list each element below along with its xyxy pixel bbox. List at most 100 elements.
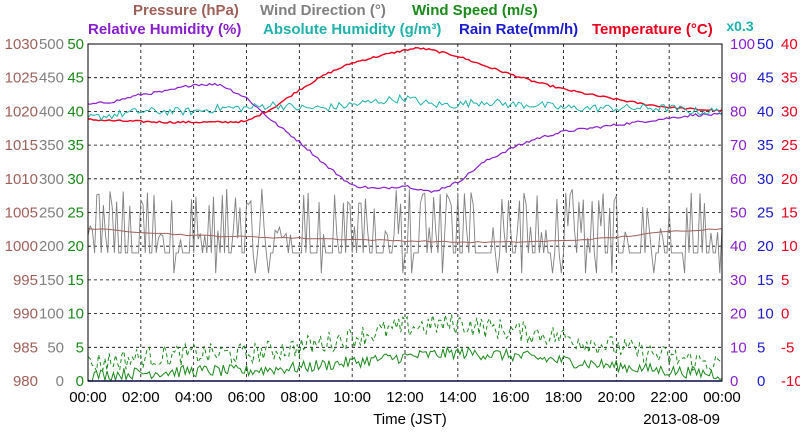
wind_speed-tick-label: 15 [67,272,84,289]
wind_speed-tick-label: 30 [67,171,84,188]
temperature-tick-label: 15 [781,205,798,222]
series-temperature-c [87,46,723,124]
wind_speed-tick-label: 50 [67,36,84,53]
relative_humidity-tick-label: 10 [730,339,747,356]
relative_humidity-tick-label: 100 [730,36,755,53]
date-label: 2013-08-09 [643,411,720,428]
pressure-tick-label: 980 [13,373,38,390]
wind_direction-tick-label: 350 [39,137,64,154]
x-tick-label: 04:00 [175,389,213,406]
relative_humidity-tick-label: 30 [730,272,747,289]
rain_rate-tick-label: 15 [757,272,774,289]
x-tick-label: 08:00 [281,389,319,406]
temperature-tick-label: 25 [781,137,798,154]
temperature-tick-label: -10 [781,373,800,390]
wind_direction-tick-label: 100 [39,306,64,323]
y-axis-tick-labels: 1030102510201015101010051000995990985980… [5,36,800,390]
pressure-tick-label: 985 [13,339,38,356]
absolute-humidity-scale-label: x0.3 [726,18,753,34]
legend-entry: Wind Direction (°) [260,2,386,19]
wind_speed-tick-label: 35 [67,137,84,154]
x-tick-label: 10:00 [333,389,371,406]
legend: Pressure (hPa) Wind Direction (°) Wind Spe… [88,2,713,38]
x-tick-label: 18:00 [545,389,583,406]
series-wind-direction [87,188,723,274]
temperature-tick-label: 20 [781,171,798,188]
rain_rate-tick-label: 50 [757,36,774,53]
wind_speed-tick-label: 45 [67,70,84,87]
wind_direction-tick-label: 150 [39,272,64,289]
x-tick-label: 00:00 [703,389,741,406]
x-tick-label: 16:00 [492,389,530,406]
rain_rate-tick-label: 35 [757,137,774,154]
series-relative-humidity [87,82,722,193]
rain_rate-tick-label: 40 [757,103,774,120]
rain_rate-tick-label: 45 [757,70,774,87]
temperature-tick-label: 0 [781,306,789,323]
pressure-tick-label: 1015 [5,137,38,154]
x-tick-label: 00:00 [69,389,107,406]
wind_direction-tick-label: 300 [39,171,64,188]
rain_rate-tick-label: 5 [757,339,765,356]
pressure-tick-label: 1030 [5,36,38,53]
wind_direction-tick-label: 0 [56,373,64,390]
pressure-tick-label: 1025 [5,70,38,87]
wind_speed-tick-label: 5 [76,339,84,356]
wind_speed-tick-label: 40 [67,103,84,120]
x-tick-label: 02:00 [122,389,160,406]
temperature-tick-label: 30 [781,103,798,120]
wind_speed-tick-label: 20 [67,238,84,255]
wind_direction-tick-label: 250 [39,205,64,222]
legend-entry: Rain Rate(mm/h) [459,21,578,38]
relative_humidity-tick-label: 50 [730,205,747,222]
x-axis-label: Time (JST) [373,411,447,428]
series-pressure-hpa [87,228,723,244]
x-tick-label: 06:00 [228,389,266,406]
wind_direction-tick-label: 200 [39,238,64,255]
temperature-tick-label: 10 [781,238,798,255]
temperature-tick-label: 40 [781,36,798,53]
pressure-tick-label: 990 [13,306,38,323]
pressure-tick-label: 1000 [5,238,38,255]
wind_speed-tick-label: 0 [76,373,84,390]
relative_humidity-tick-label: 20 [730,306,747,323]
pressure-tick-label: 1020 [5,103,38,120]
series-wind-speed-mean-m-s [87,345,723,382]
relative_humidity-tick-label: 0 [730,373,738,390]
x-tick-label: 12:00 [386,389,424,406]
relative_humidity-tick-label: 40 [730,238,747,255]
legend-entry: Relative Humidity (%) [88,21,241,38]
pressure-tick-label: 995 [13,272,38,289]
rain_rate-tick-label: 30 [757,171,774,188]
x-tick-label: 22:00 [650,389,688,406]
wind_direction-tick-label: 500 [39,36,64,53]
wind_direction-tick-label: 400 [39,103,64,120]
relative_humidity-tick-label: 60 [730,171,747,188]
rain_rate-tick-label: 10 [757,306,774,323]
legend-entry: Temperature (°C) [592,21,713,38]
legend-entry: Wind Speed (m/s) [412,2,538,19]
pressure-tick-label: 1005 [5,205,38,222]
x-tick-label: 14:00 [439,389,477,406]
plot-frame [87,43,723,382]
series-wind-speed-gust-m-s [87,314,723,374]
wind_direction-tick-label: 450 [39,70,64,87]
legend-entry: Absolute Humidity (g/m³) [263,21,441,38]
wind_speed-tick-label: 10 [67,306,84,323]
temperature-tick-label: 35 [781,70,798,87]
legend-entry: Pressure (hPa) [133,2,239,19]
relative_humidity-tick-label: 90 [730,70,747,87]
rain_rate-tick-label: 25 [757,205,774,222]
rain_rate-tick-label: 20 [757,238,774,255]
pressure-tick-label: 1010 [5,171,38,188]
x-axis-tick-labels: 00:00 02:00 04:00 06:00 08:00 10:00 12:00 14:00… [69,389,741,406]
relative_humidity-tick-label: 70 [730,137,747,154]
x-tick-label: 20:00 [598,389,636,406]
temperature-tick-label: 5 [781,272,789,289]
temperature-tick-label: -5 [781,339,794,356]
rain_rate-tick-label: 0 [757,373,765,390]
wind_speed-tick-label: 25 [67,205,84,222]
relative_humidity-tick-label: 80 [730,103,747,120]
series-absolute-humidity-g-m-x0-3 [87,93,723,122]
